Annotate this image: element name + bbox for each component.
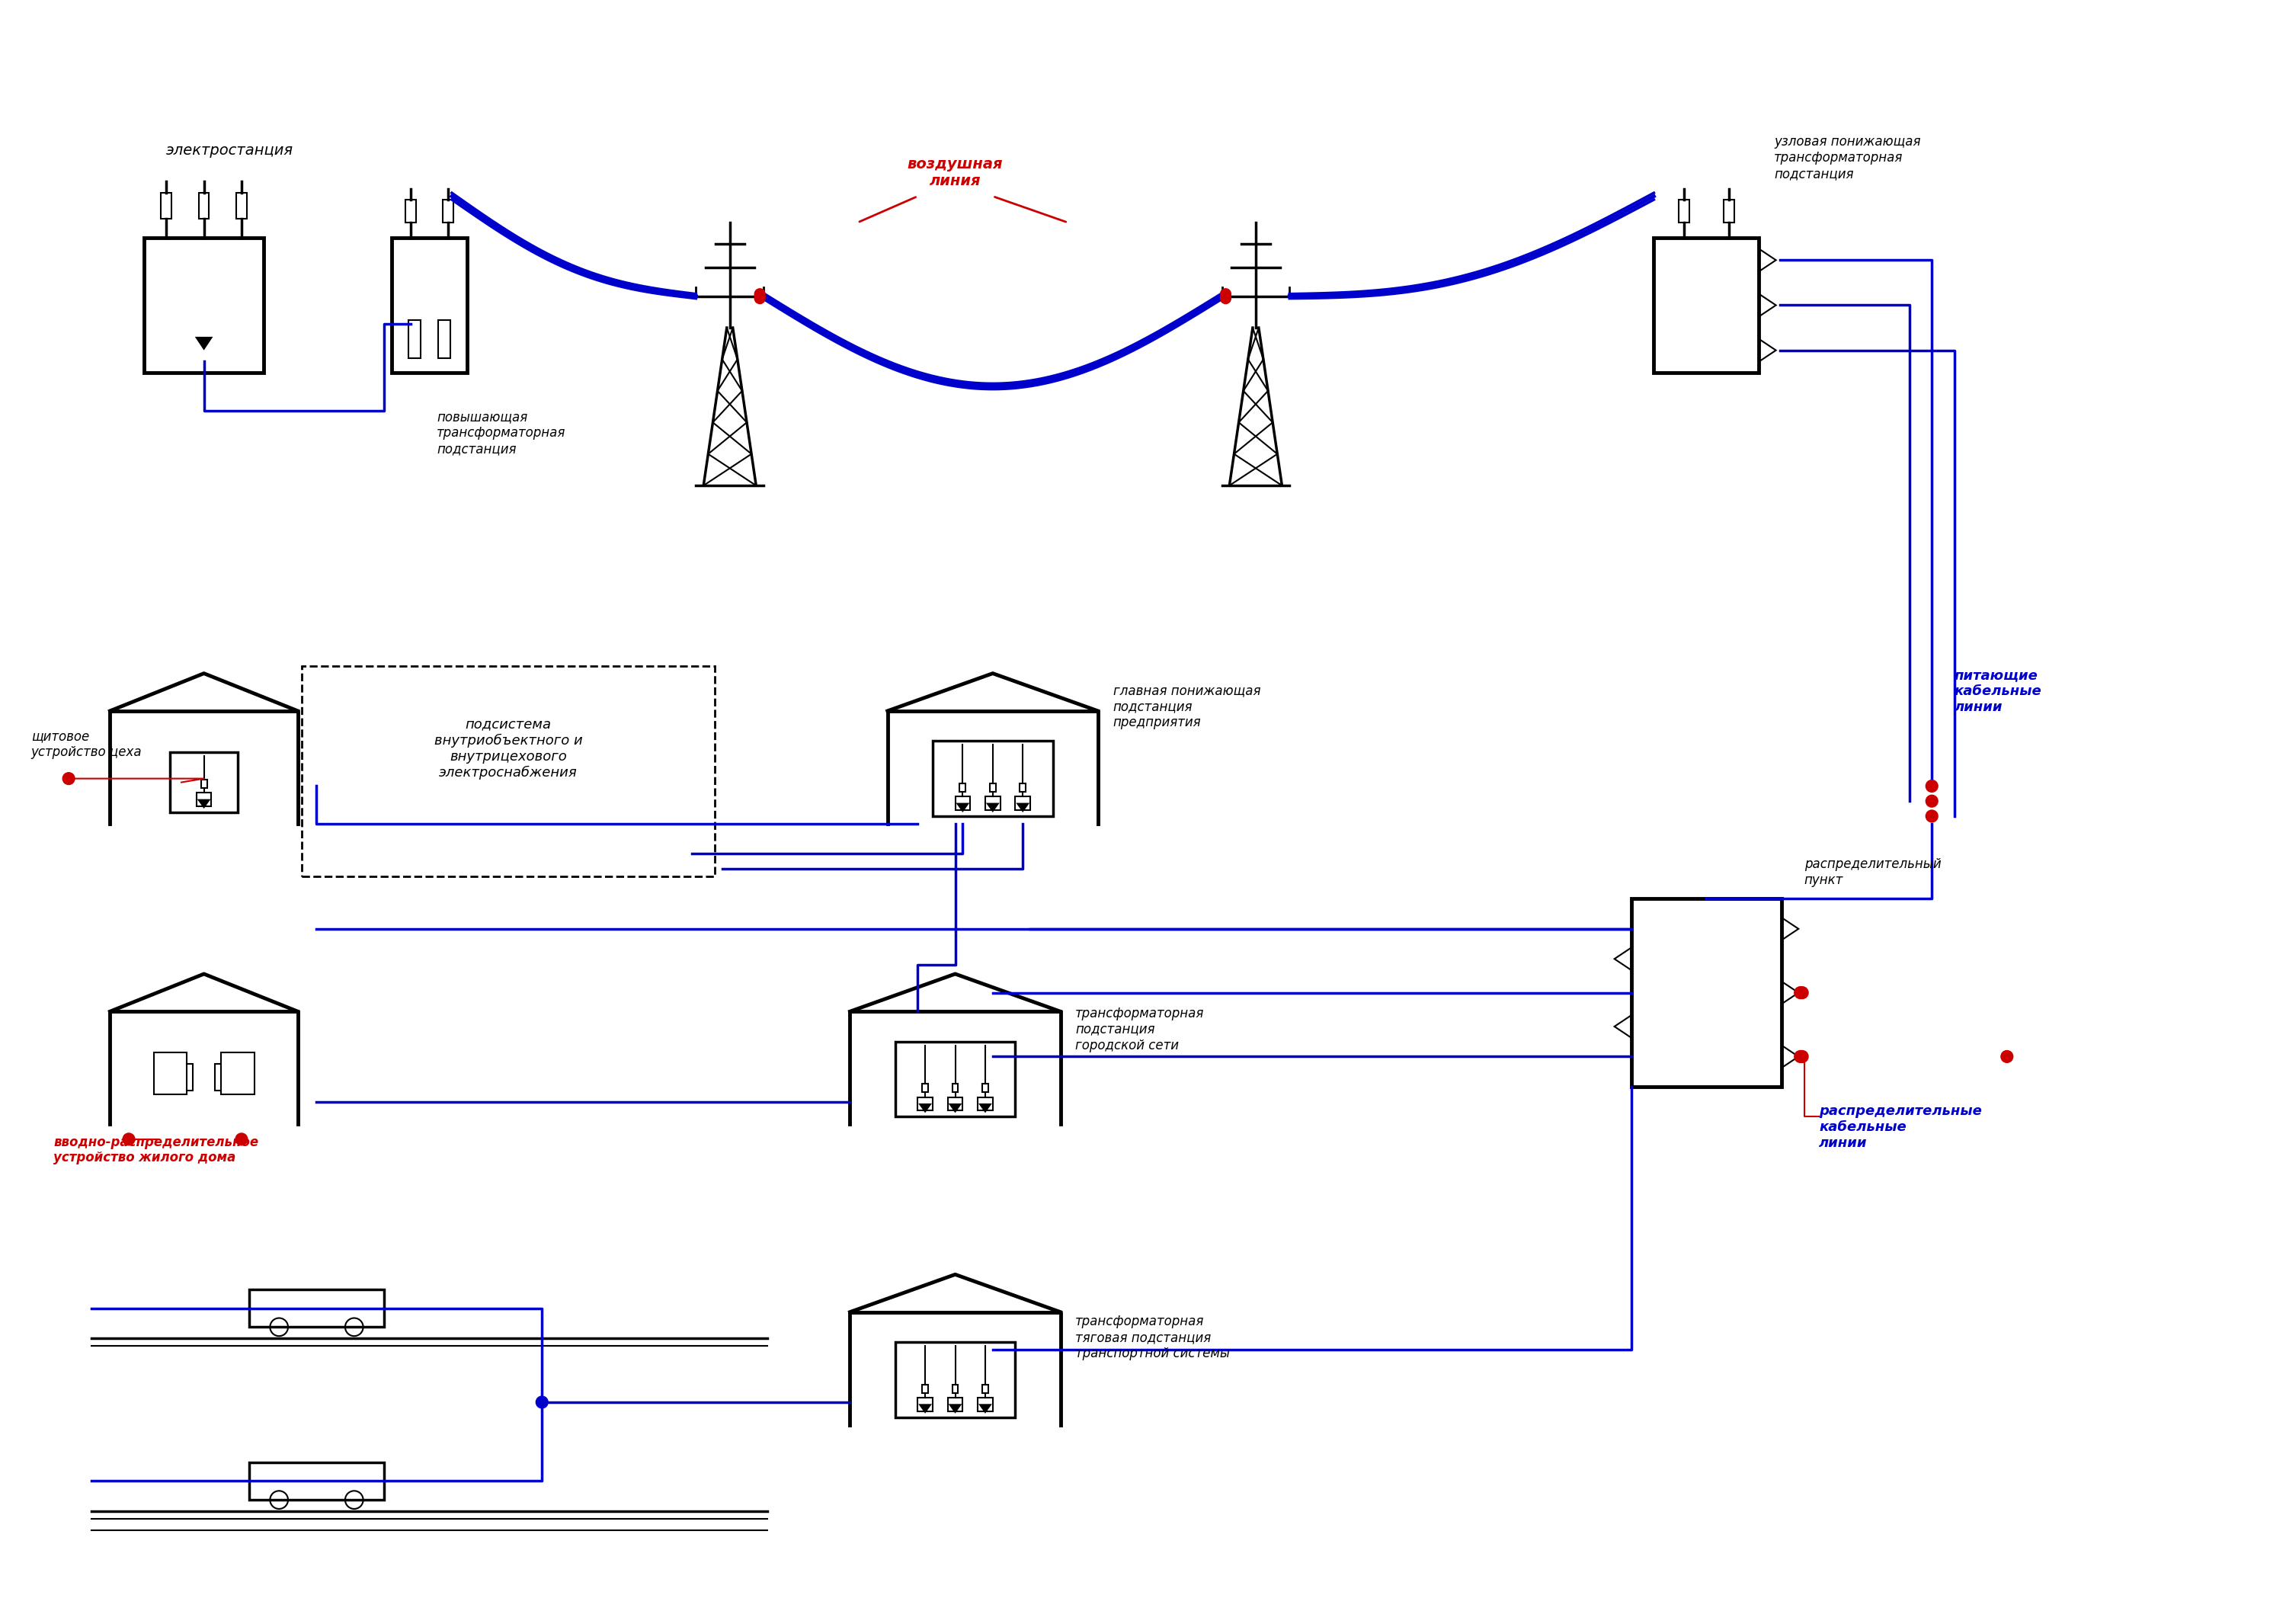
FancyBboxPatch shape	[409, 320, 421, 357]
FancyBboxPatch shape	[917, 1098, 933, 1111]
Circle shape	[1221, 294, 1230, 304]
Circle shape	[1795, 987, 1806, 999]
FancyBboxPatch shape	[199, 193, 208, 219]
Polygon shape	[956, 802, 969, 812]
Polygon shape	[919, 1103, 933, 1112]
FancyBboxPatch shape	[222, 1052, 254, 1095]
FancyBboxPatch shape	[953, 1384, 958, 1393]
Circle shape	[1797, 1051, 1808, 1062]
Text: вводно-распределительное
устройство жилого дома: вводно-распределительное устройство жило…	[53, 1135, 258, 1164]
FancyBboxPatch shape	[921, 1083, 928, 1093]
FancyBboxPatch shape	[1653, 237, 1758, 374]
FancyBboxPatch shape	[933, 741, 1054, 817]
FancyBboxPatch shape	[917, 1398, 933, 1411]
FancyBboxPatch shape	[978, 1398, 992, 1411]
FancyBboxPatch shape	[169, 1064, 192, 1090]
FancyBboxPatch shape	[953, 1083, 958, 1093]
Text: узловая понижающая
трансформаторная
подстанция: узловая понижающая трансформаторная подс…	[1774, 135, 1920, 180]
FancyBboxPatch shape	[249, 1462, 384, 1501]
FancyBboxPatch shape	[153, 1052, 187, 1095]
Circle shape	[1925, 810, 1939, 822]
Text: трансформаторная
подстанция
городской сети: трансформаторная подстанция городской се…	[1074, 1007, 1205, 1052]
Text: главная понижающая
подстанция
предприятия: главная понижающая подстанция предприяти…	[1113, 684, 1260, 729]
Circle shape	[754, 291, 766, 302]
Polygon shape	[194, 336, 213, 351]
FancyBboxPatch shape	[249, 1289, 384, 1327]
FancyBboxPatch shape	[443, 200, 453, 222]
Text: щитовое
устройство цеха: щитовое устройство цеха	[32, 729, 142, 758]
Circle shape	[1221, 289, 1230, 299]
FancyBboxPatch shape	[1015, 797, 1031, 810]
FancyBboxPatch shape	[949, 1098, 962, 1111]
FancyBboxPatch shape	[983, 1384, 988, 1393]
FancyBboxPatch shape	[235, 193, 247, 219]
Text: распределительный
пункт: распределительный пункт	[1804, 857, 1941, 887]
Circle shape	[62, 773, 75, 784]
Circle shape	[1925, 796, 1939, 807]
FancyBboxPatch shape	[1724, 200, 1735, 222]
Polygon shape	[919, 1405, 933, 1413]
Polygon shape	[949, 1103, 962, 1112]
Circle shape	[1925, 780, 1939, 793]
Polygon shape	[978, 1103, 992, 1112]
FancyBboxPatch shape	[921, 1384, 928, 1393]
FancyBboxPatch shape	[405, 200, 416, 222]
FancyBboxPatch shape	[197, 793, 210, 807]
FancyBboxPatch shape	[956, 797, 969, 810]
FancyBboxPatch shape	[1678, 200, 1689, 222]
Text: повышающая
трансформаторная
подстанция: повышающая трансформаторная подстанция	[437, 411, 567, 456]
Polygon shape	[1015, 802, 1029, 812]
FancyBboxPatch shape	[978, 1098, 992, 1111]
Polygon shape	[197, 799, 210, 809]
Text: подсистема
внутриобъектного и
внутрицехового
электроснабжения: подсистема внутриобъектного и внутрицехо…	[434, 718, 583, 780]
Polygon shape	[949, 1405, 962, 1413]
Circle shape	[754, 289, 766, 299]
FancyBboxPatch shape	[896, 1041, 1015, 1117]
Polygon shape	[978, 1405, 992, 1413]
FancyBboxPatch shape	[1020, 783, 1026, 791]
Text: электростанция: электростанция	[167, 143, 293, 158]
FancyBboxPatch shape	[949, 1398, 962, 1411]
FancyBboxPatch shape	[201, 780, 208, 788]
Circle shape	[535, 1397, 549, 1408]
FancyBboxPatch shape	[144, 237, 263, 374]
Circle shape	[1797, 987, 1808, 999]
Circle shape	[235, 1134, 247, 1145]
FancyBboxPatch shape	[983, 1083, 988, 1093]
FancyBboxPatch shape	[990, 783, 997, 791]
Circle shape	[754, 294, 766, 304]
Circle shape	[1795, 1051, 1806, 1062]
Text: трансформаторная
тяговая подстанция
транспортной системы: трансформаторная тяговая подстанция тран…	[1074, 1315, 1230, 1361]
FancyBboxPatch shape	[960, 783, 965, 791]
Circle shape	[1221, 291, 1230, 302]
Polygon shape	[985, 802, 999, 812]
Circle shape	[123, 1134, 135, 1145]
FancyBboxPatch shape	[439, 320, 450, 357]
FancyBboxPatch shape	[1632, 898, 1781, 1086]
FancyBboxPatch shape	[896, 1341, 1015, 1418]
Text: распределительные
кабельные
линии: распределительные кабельные линии	[1820, 1104, 1982, 1150]
FancyBboxPatch shape	[215, 1064, 238, 1090]
FancyBboxPatch shape	[160, 193, 171, 219]
FancyBboxPatch shape	[391, 237, 466, 374]
Circle shape	[2000, 1051, 2014, 1062]
FancyBboxPatch shape	[169, 752, 238, 812]
Text: питающие
кабельные
линии: питающие кабельные линии	[1955, 669, 2041, 715]
Text: воздушная
линия: воздушная линия	[908, 158, 1004, 188]
FancyBboxPatch shape	[985, 797, 1001, 810]
